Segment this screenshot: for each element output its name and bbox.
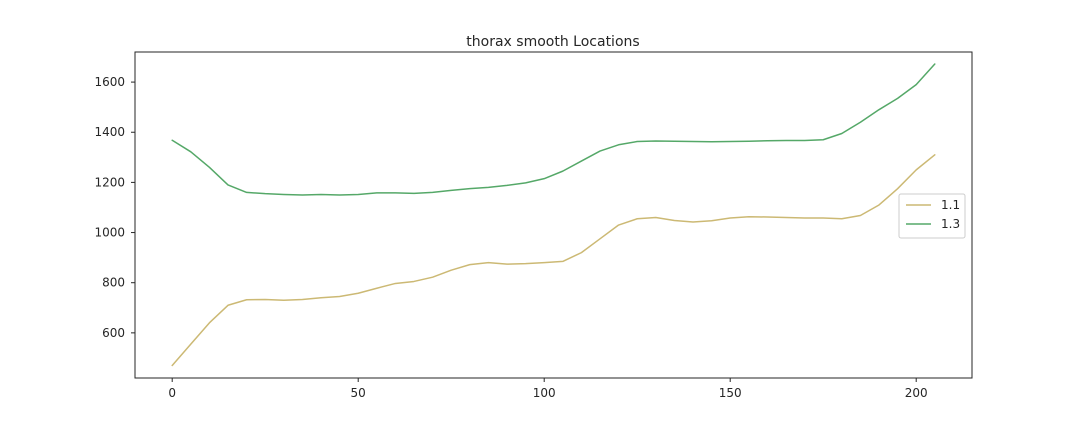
chart-title: thorax smooth Locations <box>466 34 639 50</box>
y-tick-label: 1000 <box>94 226 125 240</box>
series-line-1-1 <box>171 154 936 367</box>
legend-label-1-3: 1.3 <box>941 217 960 231</box>
y-tick-label: 1600 <box>94 75 125 89</box>
x-tick-label: 0 <box>168 386 176 400</box>
x-tick-label: 150 <box>719 386 742 400</box>
x-tick-label: 200 <box>905 386 928 400</box>
x-tick-label: 100 <box>533 386 556 400</box>
legend-label-1-1: 1.1 <box>941 198 960 212</box>
series-layer <box>171 63 936 367</box>
y-tick-label: 800 <box>102 276 125 290</box>
y-tick-label: 600 <box>102 326 125 340</box>
plot-frame <box>134 51 973 379</box>
legend: 1.11.3 <box>898 193 966 239</box>
x-tick-label: 50 <box>351 386 366 400</box>
y-tick-label: 1200 <box>94 175 125 189</box>
y-tick-label: 1400 <box>94 125 125 139</box>
series-line-1-3 <box>171 63 936 196</box>
axes-layer: 0 50 100 150 200 600 800 1000 1200 1400 1600 <box>94 51 973 400</box>
